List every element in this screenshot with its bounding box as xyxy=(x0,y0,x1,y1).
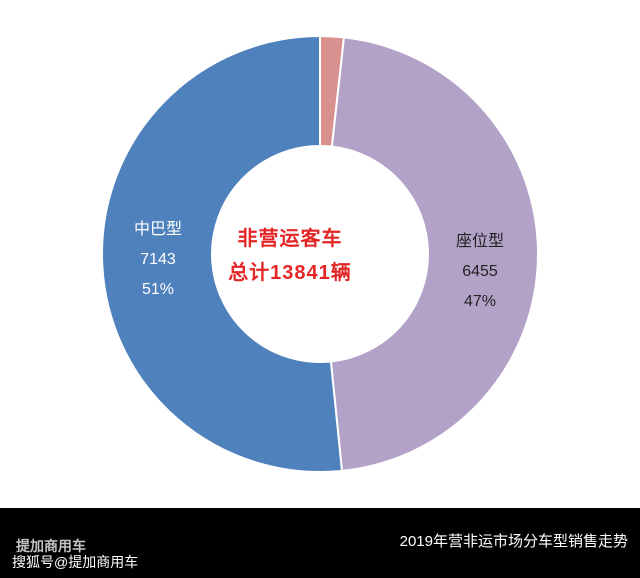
slice-2 xyxy=(101,34,344,473)
center-label-line-1: 非营运客车 xyxy=(237,228,343,250)
footer-caption: 2019年营非运市场分车型销售走势 xyxy=(399,533,628,550)
slice-1-label-value: 6455 xyxy=(462,263,498,280)
center-label-line-2: 总计13841辆 xyxy=(228,262,352,284)
slice-2-label-percent: 51% xyxy=(142,281,174,298)
footer-logo: 提加商用车 xyxy=(16,538,86,554)
slice-1-label-percent: 47% xyxy=(464,293,496,310)
slice-1 xyxy=(329,36,539,472)
slice-2-label-value: 7143 xyxy=(140,251,176,268)
footer-bar: 提加商用车 搜狐号@提加商用车 2019年营非运市场分车型销售走势 xyxy=(0,508,640,578)
watermark: 搜狐号@提加商用车 xyxy=(12,554,139,570)
slice-1-label-name: 座位型 xyxy=(456,232,504,250)
slice-2-label-name: 中巴型 xyxy=(134,220,182,238)
